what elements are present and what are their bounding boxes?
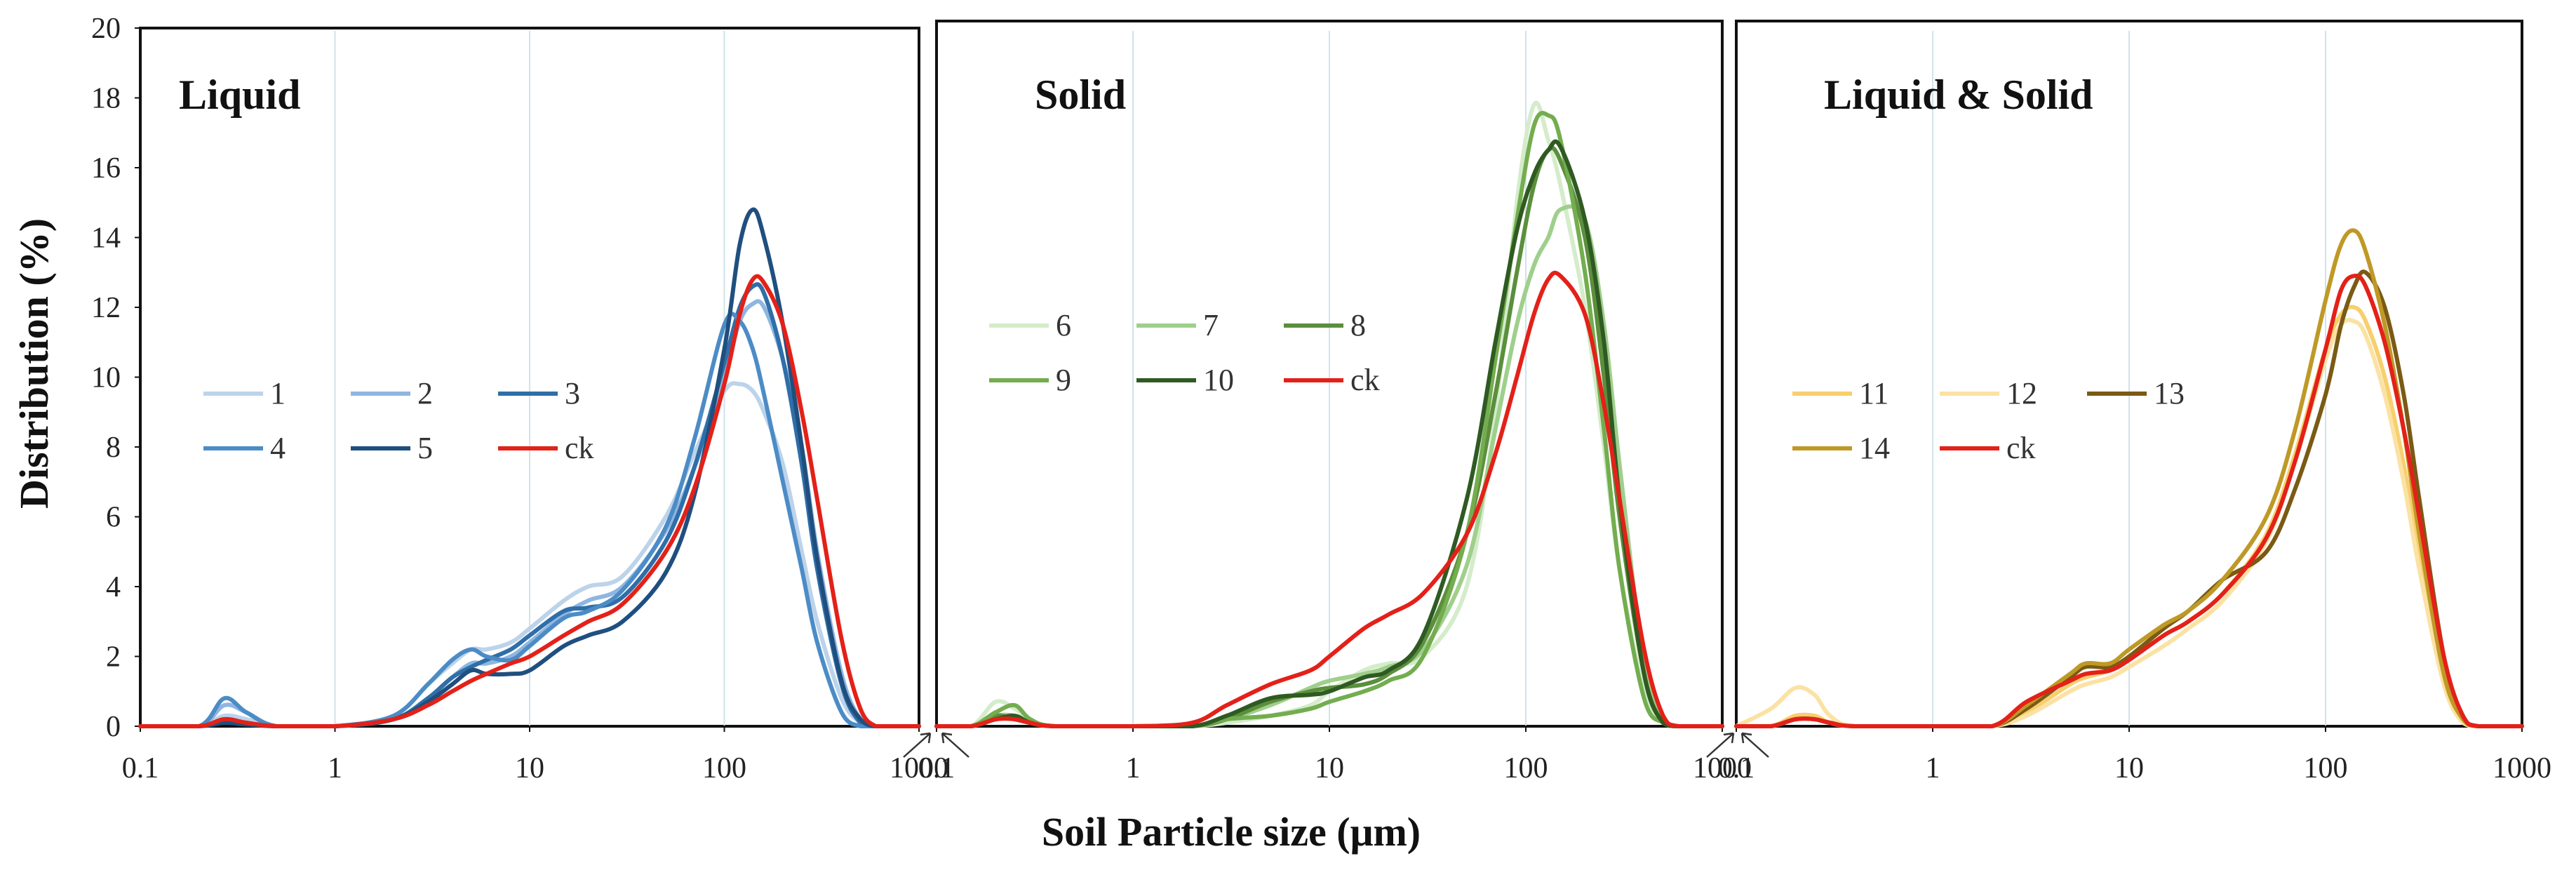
y-tick-label: 18 (91, 83, 121, 115)
legend-label: 9 (1056, 363, 1071, 397)
legend-label: 10 (1203, 363, 1234, 397)
y-tick-label: 4 (106, 571, 121, 603)
y-tick-label: 2 (106, 641, 121, 674)
legend-label: 11 (1859, 376, 1889, 410)
arrow-marker (941, 732, 970, 758)
legend-label: 3 (565, 376, 580, 410)
legend-label: 6 (1056, 308, 1071, 342)
x-axis-label: Soil Particle size (μm) (1042, 809, 1421, 855)
x-tick-label: 1 (1126, 752, 1141, 784)
x-tick-label: 100 (702, 752, 746, 784)
legend-label: 4 (270, 431, 286, 465)
y-tick-label: 6 (106, 502, 121, 534)
x-tick-label: 1000 (890, 752, 948, 784)
series-line-ck (1734, 273, 2524, 729)
y-tick-label: 0 (106, 711, 121, 743)
arrow-marker (903, 732, 932, 758)
y-tick-label: 12 (91, 292, 121, 324)
legend-label: ck (1350, 363, 1380, 397)
legend-label: ck (565, 431, 594, 465)
legend-label: 13 (2154, 376, 2185, 410)
y-tick-label: 14 (91, 222, 121, 255)
panel-title: Solid (1035, 72, 1126, 118)
x-tick-label: 10 (2114, 752, 2144, 784)
x-tick-label: 1000 (2493, 752, 2551, 784)
x-tick-label: 0.1 (918, 752, 955, 784)
y-tick-label: 10 (91, 362, 121, 394)
x-tick-label: 100 (1504, 752, 1548, 784)
legend-label: 5 (417, 431, 433, 465)
legend-label: 12 (2006, 376, 2037, 410)
legend-label: 7 (1203, 308, 1219, 342)
x-tick-label: 1 (1926, 752, 1940, 784)
y-tick-label: 8 (106, 432, 121, 464)
legend-label: 1 (270, 376, 286, 410)
x-tick-label: 10 (1315, 752, 1344, 784)
arrow-marker (1706, 732, 1735, 758)
x-tick-label: 0.1 (122, 752, 159, 784)
legend-label: 2 (417, 376, 433, 410)
legend-label: ck (2006, 431, 2036, 465)
panel-title: Liquid (179, 72, 300, 118)
series-line-ck (138, 274, 921, 729)
y-axis-label: Distribution (%) (11, 218, 57, 509)
panel-title: Liquid & Solid (1824, 72, 2093, 118)
x-tick-label: 10 (515, 752, 544, 784)
x-tick-label: 0.1 (1718, 752, 1755, 784)
y-tick-label: 16 (91, 152, 121, 185)
x-tick-label: 1 (328, 752, 342, 784)
y-tick-label: 20 (91, 13, 121, 45)
x-tick-label: 100 (2304, 752, 2348, 784)
arrow-marker (1740, 732, 1769, 758)
x-tick-label: 1000 (1693, 752, 1752, 784)
legend-label: 14 (1859, 431, 1890, 465)
series-line-ck (934, 270, 1724, 728)
legend-label: 8 (1350, 308, 1366, 342)
